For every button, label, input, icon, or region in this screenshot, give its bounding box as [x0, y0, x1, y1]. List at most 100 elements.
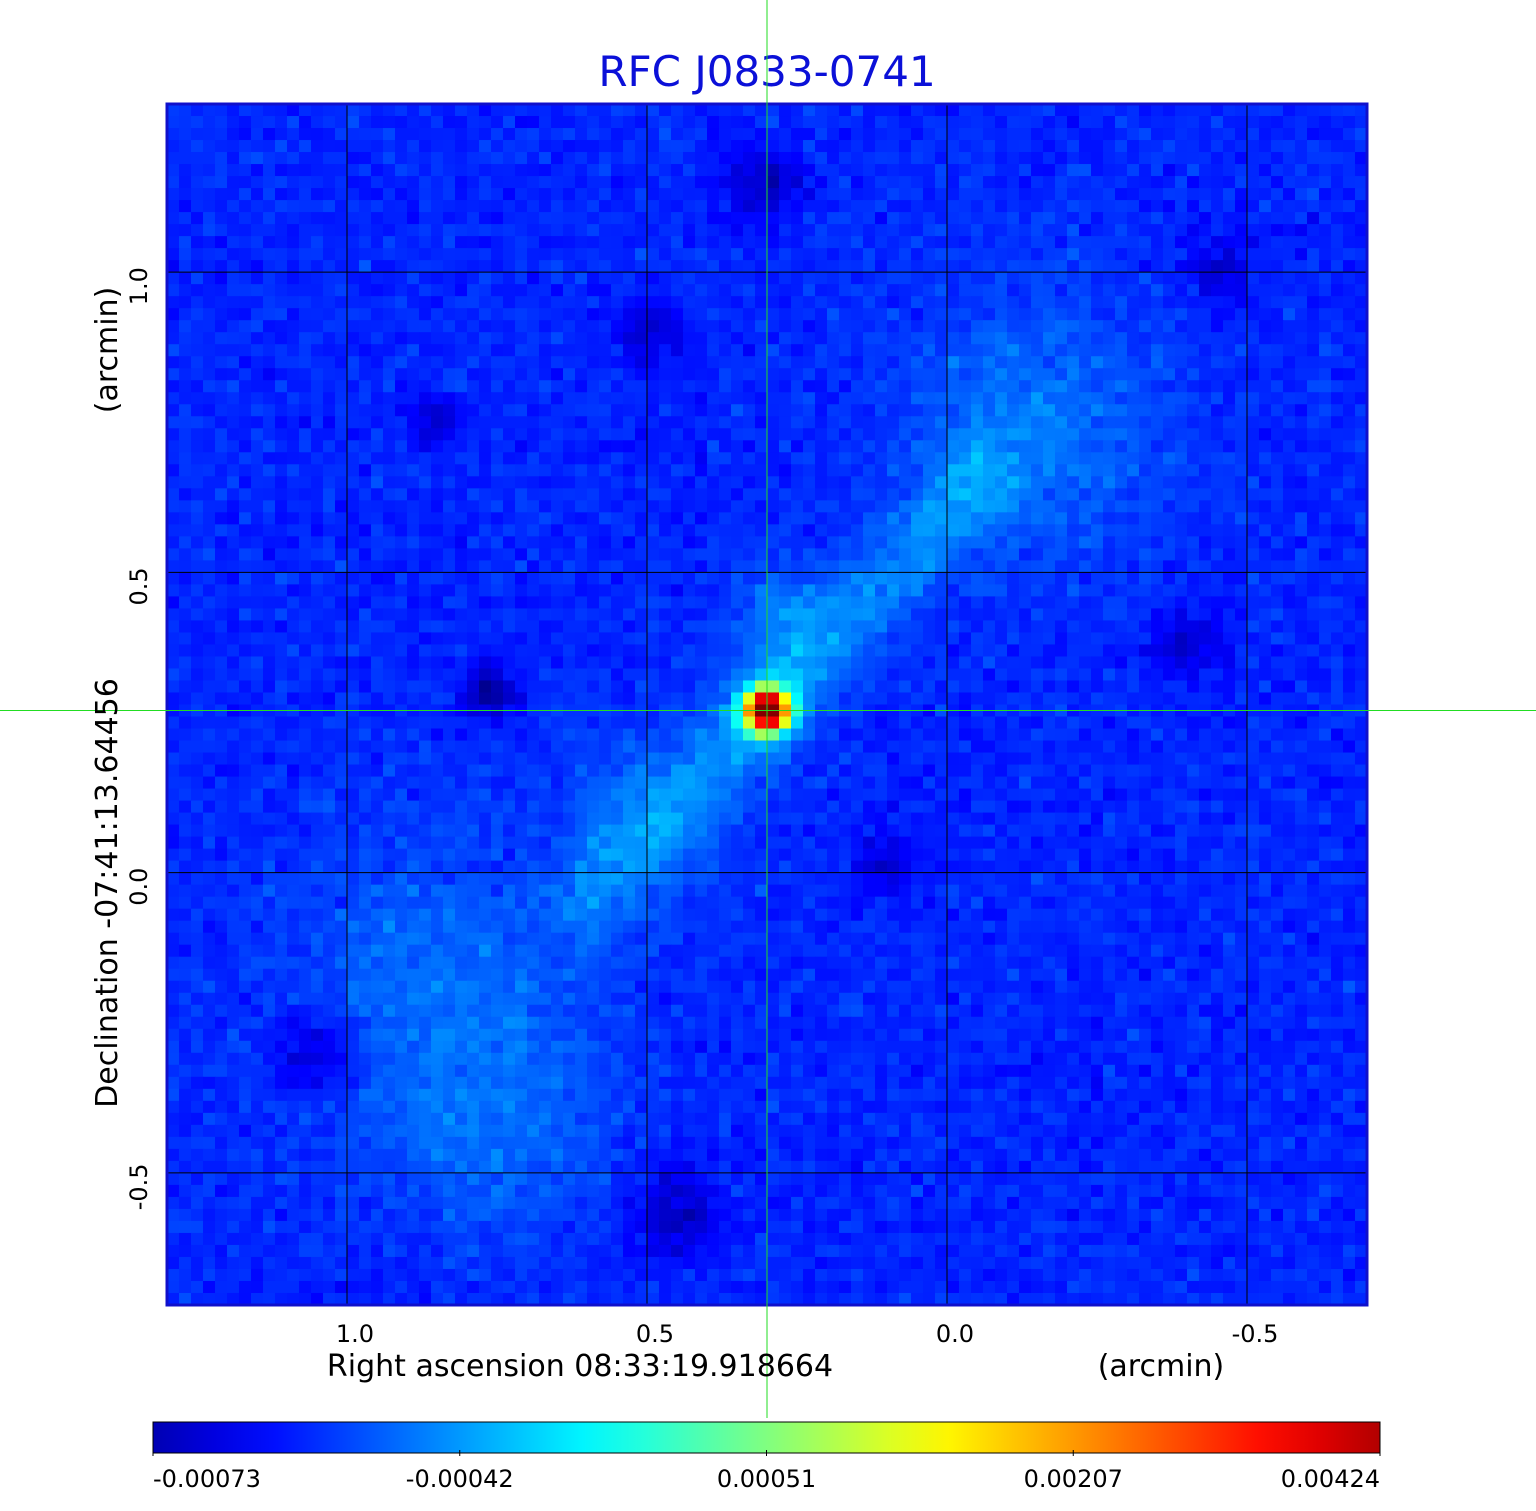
map-pixel — [1187, 488, 1200, 501]
map-pixel — [215, 332, 228, 345]
map-pixel — [1319, 416, 1332, 429]
map-pixel — [335, 284, 348, 297]
map-pixel — [455, 596, 468, 610]
map-pixel — [887, 344, 900, 357]
map-pixel — [455, 536, 468, 549]
map-pixel — [983, 500, 996, 513]
map-pixel — [803, 332, 816, 345]
map-pixel — [1103, 344, 1116, 357]
map-pixel — [167, 452, 180, 465]
map-pixel — [275, 512, 288, 525]
map-pixel — [1151, 668, 1164, 682]
map-pixel — [287, 272, 300, 285]
map-pixel — [1079, 392, 1092, 405]
map-pixel — [1019, 332, 1032, 345]
map-pixel — [1019, 212, 1032, 225]
map-pixel — [899, 104, 912, 117]
map-pixel — [503, 644, 516, 658]
map-pixel — [1151, 512, 1164, 525]
map-pixel — [179, 428, 192, 441]
map-pixel — [191, 380, 204, 393]
map-pixel — [1211, 632, 1224, 646]
map-pixel — [611, 404, 624, 417]
map-pixel — [1307, 680, 1320, 694]
map-pixel — [467, 320, 480, 333]
map-pixel — [1295, 548, 1308, 561]
map-pixel — [683, 488, 696, 501]
map-pixel — [1175, 452, 1188, 465]
map-pixel — [467, 104, 480, 117]
map-pixel — [791, 596, 804, 610]
map-pixel — [623, 548, 636, 561]
map-pixel — [959, 668, 972, 682]
map-pixel — [287, 512, 300, 525]
map-pixel — [983, 248, 996, 261]
map-pixel — [1199, 176, 1212, 189]
map-pixel — [275, 152, 288, 165]
map-pixel — [1091, 572, 1104, 585]
map-pixel — [923, 488, 936, 501]
map-pixel — [1271, 188, 1284, 201]
map-pixel — [635, 140, 648, 153]
map-pixel — [755, 656, 768, 670]
map-pixel — [671, 440, 684, 453]
map-pixel — [1103, 260, 1116, 273]
map-pixel — [383, 584, 396, 598]
map-pixel — [515, 260, 528, 273]
map-pixel — [695, 296, 708, 309]
map-pixel — [635, 464, 648, 477]
map-pixel — [1139, 584, 1152, 598]
map-pixel — [407, 200, 420, 213]
map-pixel — [1235, 632, 1248, 646]
map-pixel — [1055, 272, 1068, 285]
map-pixel — [1103, 128, 1116, 141]
map-pixel — [587, 488, 600, 501]
map-pixel — [527, 584, 540, 598]
map-pixel — [647, 584, 660, 598]
map-pixel — [755, 212, 768, 225]
map-pixel — [719, 656, 732, 670]
map-pixel — [515, 464, 528, 477]
map-pixel — [1343, 440, 1356, 453]
map-pixel — [731, 548, 744, 561]
map-pixel — [935, 308, 948, 321]
map-pixel — [1055, 128, 1068, 141]
map-pixel — [671, 656, 684, 670]
map-pixel — [719, 224, 732, 237]
map-pixel — [323, 512, 336, 525]
map-pixel — [1247, 392, 1260, 405]
map-pixel — [707, 236, 720, 249]
map-pixel — [599, 524, 612, 537]
map-pixel — [995, 164, 1008, 177]
map-pixel — [1211, 308, 1224, 321]
map-pixel — [1211, 596, 1224, 610]
map-pixel — [1151, 164, 1164, 177]
map-pixel — [251, 284, 264, 297]
map-pixel — [179, 368, 192, 381]
map-pixel — [287, 296, 300, 309]
map-pixel — [923, 320, 936, 333]
map-pixel — [635, 152, 648, 165]
map-pixel — [623, 368, 636, 381]
map-pixel — [647, 308, 660, 321]
map-pixel — [659, 644, 672, 658]
map-pixel — [455, 224, 468, 237]
map-pixel — [1007, 524, 1020, 537]
map-pixel — [575, 500, 588, 513]
map-pixel — [539, 500, 552, 513]
map-pixel — [287, 584, 300, 598]
map-pixel — [1307, 668, 1320, 682]
map-pixel — [1043, 548, 1056, 561]
map-pixel — [1019, 512, 1032, 525]
map-pixel — [311, 176, 324, 189]
map-pixel — [623, 560, 636, 573]
map-pixel — [1019, 632, 1032, 646]
map-pixel — [443, 236, 456, 249]
map-pixel — [599, 428, 612, 441]
map-pixel — [1127, 356, 1140, 369]
map-pixel — [743, 356, 756, 369]
map-pixel — [323, 356, 336, 369]
map-pixel — [539, 200, 552, 213]
map-pixel — [563, 248, 576, 261]
map-pixel — [383, 176, 396, 189]
